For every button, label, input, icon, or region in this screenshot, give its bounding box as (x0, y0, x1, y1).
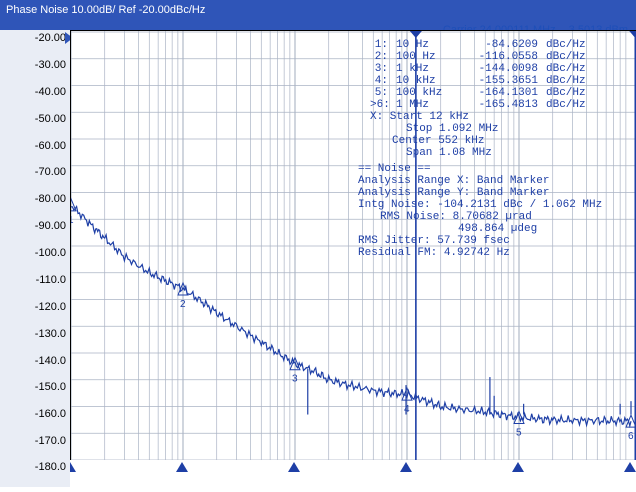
y-tick-label: -60.00 (34, 139, 66, 152)
y-tick-label: -80.00 (34, 193, 66, 206)
y-tick-label: -180.0 (34, 461, 66, 473)
marker-table: 1: 10 Hz -84.6209 dBc/Hz 2: 100 Hz -116.0558 dB… (370, 39, 606, 111)
x-axis-marker-strip (64, 462, 636, 472)
x-axis-marker-icon[interactable] (176, 462, 188, 472)
span-start: X: Start 12 kHz (370, 111, 470, 123)
marker-index: 5: (374, 87, 388, 99)
marker-value: -116.0558 (478, 51, 538, 63)
marker-unit: dBc/Hz (546, 63, 586, 75)
x-axis-marker-icon[interactable] (288, 462, 300, 472)
noise-info: == Noise == Analysis Range X: Band Marke… (358, 163, 602, 259)
marker-frequency: 1 MHz (396, 99, 430, 111)
marker-triangle (401, 386, 413, 401)
marker-value: -165.4813 (478, 99, 538, 111)
span-width: Span 1.08 MHz (406, 147, 492, 159)
analysis-range-x: Analysis Range X: Band Marker (358, 175, 550, 187)
rms-jitter: RMS Jitter: 57.739 fsec (358, 235, 510, 247)
x-axis-marker-icon[interactable] (624, 462, 636, 472)
marker-frequency: 100 kHz (396, 87, 443, 99)
marker-triangle (289, 356, 301, 371)
marker-value: -84.6209 (485, 39, 538, 51)
marker-row[interactable]: 1: 10 Hz -84.6209 dBc/Hz (370, 39, 606, 51)
marker-row[interactable]: >6: 1 MHz -165.4813 dBc/Hz (370, 99, 606, 111)
band-marker-flag-icon (629, 31, 636, 38)
marker-unit: dBc/Hz (546, 51, 586, 63)
marker-frequency: 1 kHz (396, 63, 430, 75)
y-tick-label: -100.0 (34, 247, 66, 259)
y-tick-label: -90.00 (34, 220, 66, 233)
integrated-noise: Intg Noise: -104.2131 dBc / 1.062 MHz (358, 199, 603, 211)
marker-label: 5 (516, 428, 522, 439)
rms-noise-deg: 498.864 µdeg (458, 223, 538, 235)
marker-triangle (513, 410, 525, 425)
band-marker-flag-icon (409, 31, 422, 38)
y-tick-label: -20.00 (34, 32, 66, 44)
span-info: X: Start 12 kHz Stop 1.092 MHz Center 55… (370, 111, 498, 159)
marker-label: 3 (292, 374, 298, 385)
marker-label: 6 (628, 431, 634, 442)
marker-index: 1: (374, 39, 388, 51)
marker-index: 2: (374, 51, 388, 63)
marker-value: -144.0098 (478, 63, 538, 75)
y-tick-label: -50.00 (34, 112, 66, 125)
marker-row[interactable]: 5: 100 kHz -164.1301 dBc/Hz (370, 87, 606, 99)
marker-index: >6: (370, 99, 390, 111)
marker-triangle (625, 413, 636, 428)
rms-noise: RMS Noise: 8.70682 µrad (380, 211, 532, 223)
marker-frequency: 10 Hz (396, 39, 430, 51)
y-tick-label: -70.00 (34, 166, 66, 179)
plot-area[interactable]: 1 2 3 4 5 6 (65, 30, 636, 461)
marker-unit: dBc/Hz (546, 99, 586, 111)
marker-label: 4 (404, 404, 410, 415)
marker-frequency: 100 Hz (396, 51, 436, 63)
y-tick-label: -130.0 (34, 327, 66, 340)
marker-triangle (177, 281, 189, 296)
y-tick-label: -170.0 (34, 435, 66, 448)
trace-line (71, 204, 632, 429)
y-tick-label: -110.0 (35, 273, 66, 286)
marker-label: 2 (180, 299, 186, 310)
marker-index: 4: (374, 75, 388, 87)
reference-level-arrow-icon[interactable] (65, 32, 73, 44)
marker-unit: dBc/Hz (546, 39, 586, 51)
marker-unit: dBc/Hz (546, 87, 586, 99)
marker-frequency: 10 kHz (396, 75, 436, 87)
marker-row[interactable]: 2: 100 Hz -116.0558 dBc/Hz (370, 51, 606, 63)
marker-value: -155.3651 (478, 75, 538, 87)
span-stop: Stop 1.092 MHz (406, 123, 499, 135)
span-center: Center 552 kHz (392, 135, 485, 147)
y-tick-label: -40.00 (34, 85, 66, 98)
marker-index: 3: (374, 63, 388, 75)
residual-fm: Residual FM: 4.92742 Hz (358, 247, 510, 259)
x-axis-marker-icon[interactable] (512, 462, 524, 472)
trace-title: Phase Noise 10.00dB/ Ref -20.00dBc/Hz (6, 4, 206, 16)
y-tick-label: -160.0 (34, 408, 66, 421)
marker-unit: dBc/Hz (546, 75, 586, 87)
marker-row[interactable]: 3: 1 kHz -144.0098 dBc/Hz (370, 63, 606, 75)
marker-value: -164.1301 (478, 87, 538, 99)
analysis-range-y: Analysis Range Y: Band Marker (358, 187, 550, 199)
x-axis-marker-icon[interactable] (400, 462, 412, 472)
y-axis-labels: -20.00 -30.00 -40.00 -50.00 -60.00 -70.00 -80.… (0, 30, 70, 487)
marker-label: 1 (71, 215, 74, 226)
y-tick-label: -120.0 (34, 300, 66, 313)
marker-row[interactable]: 4: 10 kHz -155.3651 dBc/Hz (370, 75, 606, 87)
phase-noise-chart: 1 2 3 4 5 6 (65, 31, 636, 461)
trace-title-bar[interactable]: Phase Noise 10.00dB/ Ref -20.00dBc/Hz (0, 0, 636, 30)
y-tick-label: -140.0 (34, 354, 66, 367)
x-axis-strip (64, 460, 636, 487)
x-axis-marker-icon[interactable] (64, 462, 76, 472)
y-tick-label: -30.00 (34, 58, 66, 71)
y-tick-label: -150.0 (34, 381, 66, 394)
noise-header: == Noise == (358, 163, 431, 175)
